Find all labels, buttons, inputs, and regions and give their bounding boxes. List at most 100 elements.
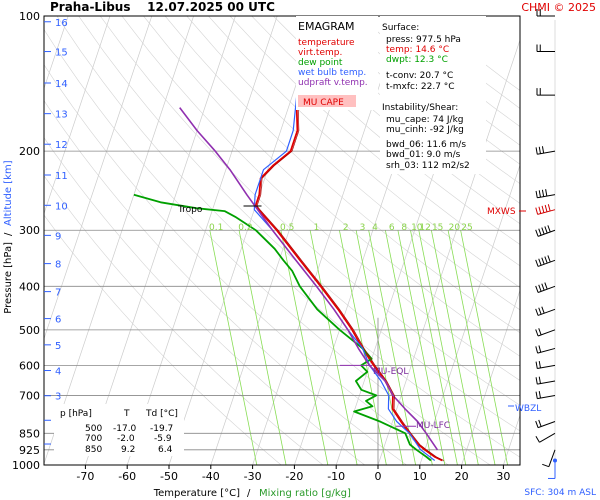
surface-title: Surface:	[382, 23, 419, 33]
wind-barb-flag	[538, 228, 542, 236]
wind-barb-flag	[538, 328, 542, 336]
legend-dew-point: dew point	[298, 58, 343, 68]
credit-label: CHMI © 2025	[521, 1, 596, 14]
wind-barb-flag	[538, 258, 542, 266]
table-header-td: Td [°C]	[145, 409, 178, 419]
isotherm-line	[377, 38, 520, 465]
altitude-tick-label: 9	[55, 231, 61, 242]
surface-temp: temp: 14.6 °C	[386, 45, 449, 55]
wind-barb-flag	[535, 377, 538, 385]
mixing-ratio-label: 20	[449, 223, 461, 233]
wind-barb-flag	[541, 283, 545, 291]
wind-barb-shaft	[537, 329, 556, 337]
wind-barb-flag	[544, 204, 548, 212]
wind-barb-flag	[545, 189, 548, 197]
mixing-ratio-label: 6	[389, 223, 395, 233]
wind-barb-flag	[535, 308, 539, 316]
srh-03-value: srh_03: 112 m2/s2	[386, 161, 470, 171]
altitude-tick-label: 4	[55, 367, 61, 378]
altitude-tick-label: 7	[55, 288, 61, 299]
altitude-tick-label: 15	[55, 48, 68, 59]
wind-barb-flag	[538, 376, 541, 384]
mixing-ratio-label: 1	[314, 223, 320, 233]
indices-panel: Surface: press: 977.5 hPa temp: 14.6 °C …	[380, 16, 486, 174]
table-row-p: 700	[85, 434, 102, 444]
wind-barb-flag	[542, 463, 550, 468]
wind-profile	[535, 9, 557, 479]
altitude-tick-label: 3	[55, 392, 61, 403]
x-tick-label: -70	[76, 470, 94, 483]
x-tick-label: -60	[118, 470, 136, 483]
wind-barb-flag	[541, 189, 545, 197]
x-tick-label: -20	[285, 470, 303, 483]
wind-barb-shaft	[537, 285, 556, 293]
wind-barb-shaft	[548, 449, 556, 467]
bwd-06-value: bwd_06: 11.6 m/s	[386, 140, 466, 150]
mixing-ratio-label: 8	[401, 223, 407, 233]
mixing-ratio-line	[447, 230, 496, 465]
isotherm-line	[44, 16, 194, 465]
wind-barb-shaft	[537, 347, 556, 354]
mixing-ratio-label: 12	[419, 223, 430, 233]
wind-barb-flag	[544, 282, 548, 290]
wind-barb-flag	[547, 225, 551, 233]
dry-adiabat	[294, 16, 520, 204]
altitude-tick-label: 13	[55, 110, 68, 121]
x-tick-label: -10	[327, 470, 345, 483]
wind-barb-flag	[541, 227, 545, 235]
table-header-t: T	[123, 409, 130, 419]
legend-background	[296, 16, 378, 110]
y-axis-title-group: Pressure [hPa] / Altitude [km]	[3, 160, 14, 313]
pressure-tick-label: 500	[19, 324, 40, 337]
wind-barb-flag	[535, 435, 540, 443]
dry-adiabat	[99, 16, 520, 406]
pressure-tick-label: 400	[19, 280, 40, 293]
altitude-tick-label: 12	[55, 140, 68, 151]
dry-adiabat	[208, 16, 520, 288]
x-tick-label: 20	[455, 470, 469, 483]
x-tick-label: 0	[375, 470, 382, 483]
x-axis-sep: /	[247, 488, 251, 499]
level-table: p [hPa] T Td [°C] 500 -17.0 -19.7 700 -2…	[54, 404, 184, 456]
wind-barb-flag	[544, 226, 548, 234]
legend-wet-bulb: wet bulb temp.	[298, 68, 366, 78]
wind-barb-flag	[535, 420, 539, 428]
y-axis-sep: /	[3, 232, 14, 236]
wind-barb-shaft	[537, 394, 556, 400]
dry-adiabat	[229, 16, 520, 267]
mixing-ratio-label: 0.1	[209, 223, 223, 233]
table-row-t: -2.0	[117, 434, 135, 444]
wind-barb-flag	[541, 205, 545, 213]
wind-barb-flag	[538, 307, 542, 315]
wind-barb-flag	[538, 345, 542, 353]
wind-barb-flag	[535, 207, 539, 215]
x-axis-title: Temperature [°C]	[153, 488, 240, 499]
altitude-tick-label: 16	[55, 18, 68, 29]
mixing-ratio-line	[280, 230, 329, 465]
pressure-tick-label: 700	[19, 389, 40, 402]
virtual-temperature-profile	[256, 16, 444, 461]
mu-lfc-label: MU-LFC	[416, 421, 450, 431]
wind-barb-shaft	[539, 432, 556, 443]
wind-barb-flag	[535, 190, 538, 198]
table-row-p: 850	[85, 445, 102, 455]
x-tick-label: -40	[202, 470, 220, 483]
pressure-tick-label: 925	[19, 444, 40, 457]
instability-title: Instability/Shear:	[382, 103, 458, 113]
wind-barb-flag	[535, 285, 539, 293]
mixing-ratio-label: 10	[411, 223, 423, 233]
isotherm-line	[461, 289, 520, 465]
wind-barb-flag	[541, 306, 545, 314]
mu-cape-value: mu_cape: 74 J/kg	[386, 115, 464, 125]
wind-barb-shaft	[537, 421, 556, 429]
mixing-ratio-label: 4	[372, 223, 378, 233]
dry-adiabat	[273, 16, 520, 225]
mixing-ratio-line	[355, 230, 404, 465]
isotherm-line	[44, 16, 153, 340]
wind-barb-flag	[535, 391, 538, 399]
sfc-label: SFC: 304 m ASL	[524, 488, 596, 498]
altitude-tick-label: 10	[55, 201, 68, 212]
altitude-tick-label: 5	[55, 341, 61, 352]
table-row-t: -17.0	[113, 424, 137, 434]
